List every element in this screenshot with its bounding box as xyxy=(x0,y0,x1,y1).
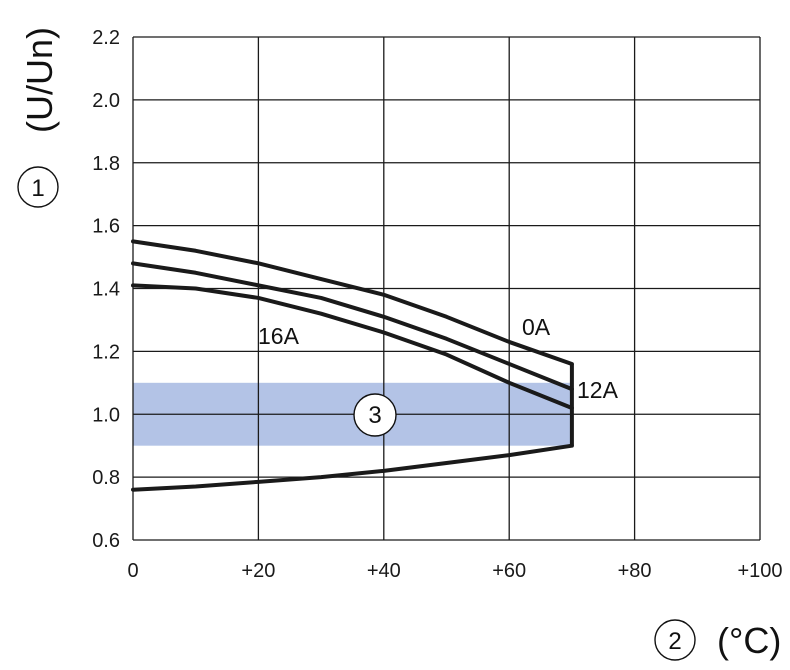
x-tick-label: +60 xyxy=(492,560,526,582)
x-axis-label-group: 2 (°C) xyxy=(654,619,781,661)
y-tick-label: 2.2 xyxy=(92,27,120,49)
x-axis-marker-number: 2 xyxy=(668,628,681,655)
y-tick-label: 0.6 xyxy=(92,530,120,552)
x-tick-label: +40 xyxy=(367,560,401,582)
band-marker-circle xyxy=(353,393,397,437)
y-axis-marker-circle xyxy=(17,166,59,208)
curve-0a xyxy=(131,239,574,366)
y-tick-label: 1.2 xyxy=(92,341,120,363)
x-tick-label: +20 xyxy=(241,560,275,582)
y-axis-label-group: 1 (U/Un) xyxy=(17,27,60,208)
curve-16a xyxy=(131,283,574,410)
x-tick-label: +80 xyxy=(618,560,652,582)
y-tick-label: 1.4 xyxy=(92,279,120,301)
grid xyxy=(132,36,761,541)
y-tick-label: 0.8 xyxy=(92,467,120,489)
x-tick-label: +100 xyxy=(737,560,782,582)
y-tick-label: 2.0 xyxy=(92,90,120,112)
curve-12a xyxy=(131,261,574,392)
tick-labels: 0 +20 +40 +60 +80 +100 0.6 0.8 1.0 1.2 1.4 1.6 1.8 2.… xyxy=(92,27,782,582)
series-layer xyxy=(131,239,574,492)
series-label-16a: 16A xyxy=(258,323,300,349)
band-marker: 3 xyxy=(353,393,397,437)
series-label-12a: 12A xyxy=(577,377,619,403)
curve-lower-limit xyxy=(131,443,574,492)
x-axis-marker-circle xyxy=(654,619,696,661)
band-marker-number: 3 xyxy=(368,402,381,429)
x-tick-label: 0 xyxy=(127,560,138,582)
y-axis-marker-number: 1 xyxy=(31,175,44,202)
x-axis-label: (°C) xyxy=(717,620,781,661)
y-axis-label: (U/Un) xyxy=(19,27,60,133)
series-label-0a: 0A xyxy=(522,314,551,340)
y-tick-label: 1.6 xyxy=(92,216,120,238)
y-tick-label: 1.0 xyxy=(92,404,120,426)
y-tick-label: 1.8 xyxy=(92,153,120,175)
